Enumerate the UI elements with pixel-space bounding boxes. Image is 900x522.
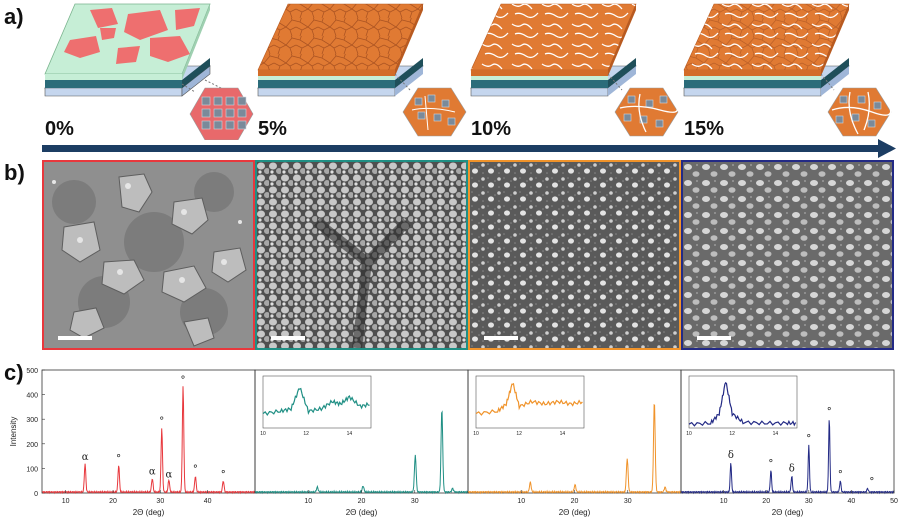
y-tick-label: 200 bbox=[26, 442, 38, 449]
stack-5pct bbox=[257, 3, 424, 97]
panel-label-b: b) bbox=[4, 160, 25, 185]
peak-annotation: ° bbox=[159, 416, 164, 427]
inset-tick-label: 10 bbox=[686, 431, 692, 437]
peak-annotation: α bbox=[82, 452, 89, 463]
peak-annotation: δ bbox=[789, 464, 795, 475]
x-tick-label: 40 bbox=[204, 498, 212, 505]
panel-label-a: a) bbox=[4, 4, 24, 29]
x-tick-label: 10 bbox=[720, 498, 728, 505]
peak-annotation: α bbox=[165, 470, 172, 481]
peak-annotation: ° bbox=[181, 375, 186, 386]
y-tick-label: 100 bbox=[26, 466, 38, 473]
xrd-trace-2 bbox=[467, 404, 682, 495]
x-axis-label: 2Θ (deg) bbox=[772, 508, 804, 517]
y-tick-label: 500 bbox=[26, 368, 38, 375]
y-axis-label: Intensity bbox=[9, 417, 18, 447]
x-tick-label: 30 bbox=[411, 498, 419, 505]
x-axis-label: 2Θ (deg) bbox=[559, 508, 591, 517]
hex-inset-0pct bbox=[181, 79, 254, 140]
x-tick-label: 30 bbox=[156, 498, 164, 505]
inset-tick-label: 12 bbox=[303, 431, 309, 437]
y-tick-label: 400 bbox=[26, 393, 38, 400]
x-tick-label: 30 bbox=[805, 498, 813, 505]
peak-annotation: ° bbox=[116, 454, 121, 465]
inset-frame bbox=[262, 375, 372, 429]
inset-tick-label: 10 bbox=[473, 431, 479, 437]
xrd-trace-0 bbox=[41, 386, 256, 495]
sem-image-15pct bbox=[681, 160, 894, 350]
inset-trace-2 bbox=[475, 382, 583, 416]
percent-0: 0% bbox=[45, 118, 74, 140]
x-tick-label: 20 bbox=[358, 498, 366, 505]
peak-annotation: ° bbox=[193, 464, 198, 475]
peak-annotation: ° bbox=[827, 406, 832, 417]
x-tick-label: 50 bbox=[890, 498, 898, 505]
inset-trace-3 bbox=[688, 381, 797, 427]
scale-bar bbox=[271, 336, 305, 340]
inset-frame bbox=[688, 375, 798, 429]
inset-tick-label: 14 bbox=[560, 431, 566, 437]
x-tick-label: 10 bbox=[517, 498, 525, 505]
peak-annotation: ° bbox=[221, 470, 226, 481]
peak-annotation: α bbox=[149, 467, 156, 478]
inset-tick-label: 10 bbox=[260, 431, 266, 437]
sem-image-5pct bbox=[255, 160, 468, 350]
scale-bar bbox=[484, 336, 518, 340]
x-tick-label: 10 bbox=[304, 498, 312, 505]
percent-15: 15% bbox=[684, 118, 725, 140]
inset-trace-1 bbox=[262, 387, 370, 416]
film-schematics bbox=[44, 3, 892, 140]
hex-inset-5pct bbox=[394, 73, 467, 137]
x-tick-label: 10 bbox=[62, 498, 70, 505]
peak-annotation: ° bbox=[768, 458, 773, 469]
subplot-frame bbox=[680, 369, 895, 494]
x-axis-label: 2Θ (deg) bbox=[133, 508, 165, 517]
sem-image-10pct bbox=[468, 160, 681, 350]
x-axis-label: 2Θ (deg) bbox=[346, 508, 378, 517]
stack-10pct bbox=[470, 3, 637, 97]
inset-tick-label: 14 bbox=[347, 431, 353, 437]
x-tick-label: 30 bbox=[624, 498, 632, 505]
scale-bar bbox=[697, 336, 731, 340]
stack-0pct bbox=[44, 3, 211, 97]
percent-5: 5% bbox=[258, 118, 287, 140]
hex-inset-15pct bbox=[820, 73, 892, 137]
sem-image-0pct bbox=[42, 160, 255, 350]
peak-annotation: ° bbox=[869, 476, 874, 487]
inset-tick-label: 14 bbox=[773, 431, 779, 437]
concentration-arrow bbox=[42, 139, 896, 158]
inset-tick-label: 12 bbox=[516, 431, 522, 437]
x-tick-label: 20 bbox=[762, 498, 770, 505]
xrd-chart: 0 100 200 300 400 500 Intensity 10 20 30 40 2Θ (deg… bbox=[9, 368, 898, 517]
x-tick-label: 20 bbox=[571, 498, 579, 505]
scale-bar bbox=[58, 336, 92, 340]
xrd-trace-3 bbox=[680, 420, 895, 495]
peak-annotation: ° bbox=[838, 470, 843, 481]
x-tick-label: 40 bbox=[848, 498, 856, 505]
y-tick-label: 0 bbox=[34, 491, 38, 498]
y-tick-label: 300 bbox=[26, 417, 38, 424]
inset-tick-label: 12 bbox=[729, 431, 735, 437]
x-tick-label: 20 bbox=[109, 498, 117, 505]
stack-15pct bbox=[683, 3, 850, 97]
hex-inset-10pct bbox=[607, 73, 679, 137]
percent-10: 10% bbox=[471, 118, 512, 140]
panel-label-c: c) bbox=[4, 360, 24, 385]
peak-annotation: ° bbox=[806, 433, 811, 444]
peak-annotation: δ bbox=[728, 450, 734, 461]
